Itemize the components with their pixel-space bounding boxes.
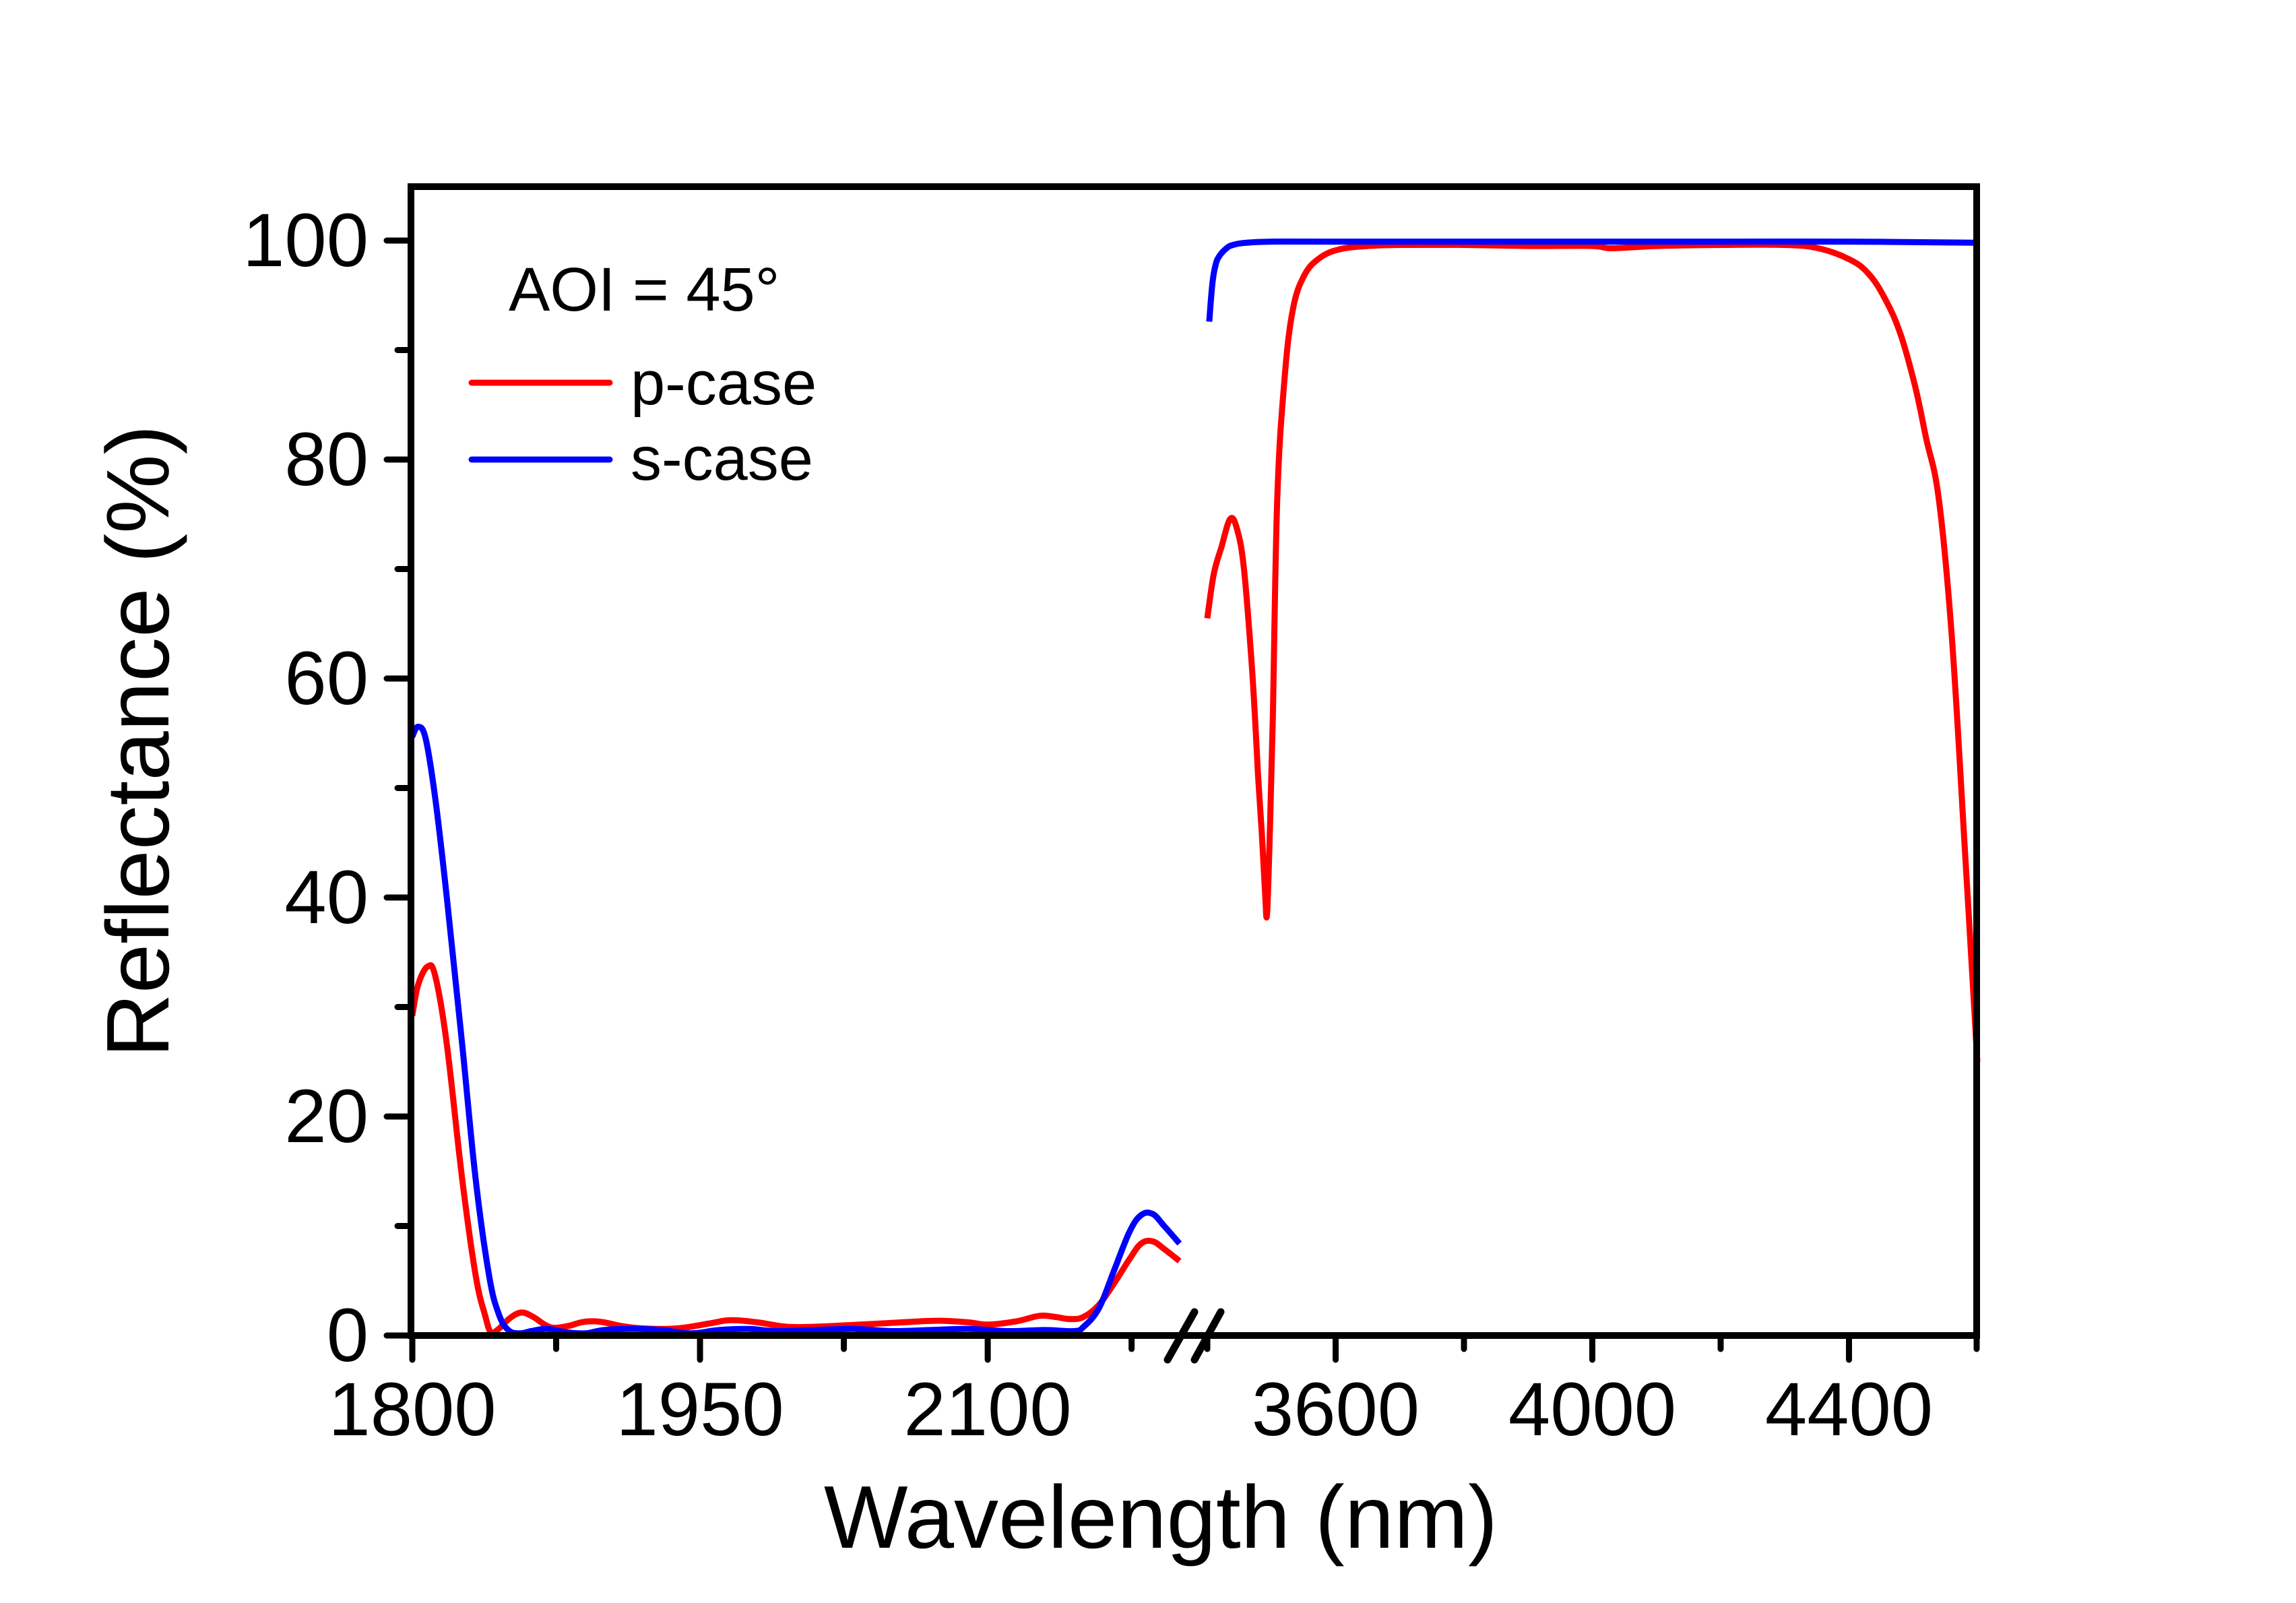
x-axis-ticks: 1800 1950 2100 3600 4000 4400	[328, 1332, 1980, 1451]
y-tick-label: 0	[327, 1293, 369, 1377]
axis-break-mark-1	[1163, 1308, 1199, 1364]
x-tick-label: 1800	[328, 1367, 496, 1451]
axis-break-mark-2	[1190, 1308, 1225, 1364]
y-tick-label: 20	[284, 1074, 369, 1158]
y-tick-label: 60	[284, 636, 369, 720]
x-axis-title: Wavelength (nm)	[824, 1468, 1498, 1567]
series-line-p-case-segment-1	[409, 962, 1182, 1336]
legend-label-p-case: p-case	[631, 349, 817, 418]
x-tick-label: 1950	[616, 1367, 784, 1451]
x-tick-label: 3600	[1252, 1367, 1420, 1451]
y-tick-label: 80	[284, 417, 369, 501]
plot-frame	[408, 183, 1980, 1339]
y-tick-label: 100	[243, 198, 369, 282]
y-tick-label: 40	[284, 855, 369, 939]
series-layer	[409, 238, 1981, 1337]
y-axis-title: Reflectance (%)	[88, 425, 187, 1057]
series-line-s-case-segment-1	[409, 724, 1182, 1337]
legend-label-s-case: s-case	[631, 425, 813, 493]
x-tick-label: 4400	[1765, 1367, 1933, 1451]
axis-break	[1163, 1308, 1225, 1364]
legend-annotation-aoi: AOI = 45°	[509, 255, 779, 324]
series-line-p-case-segment-2	[1204, 241, 1981, 1063]
x-tick-label: 4000	[1508, 1367, 1676, 1451]
x-tick-label: 2100	[904, 1367, 1072, 1451]
series-line-s-case-segment-2	[1206, 238, 1978, 322]
y-axis-ticks: 0 20 40 60 80 100	[243, 198, 414, 1377]
legend: AOI = 45° p-case s-case	[468, 255, 817, 493]
